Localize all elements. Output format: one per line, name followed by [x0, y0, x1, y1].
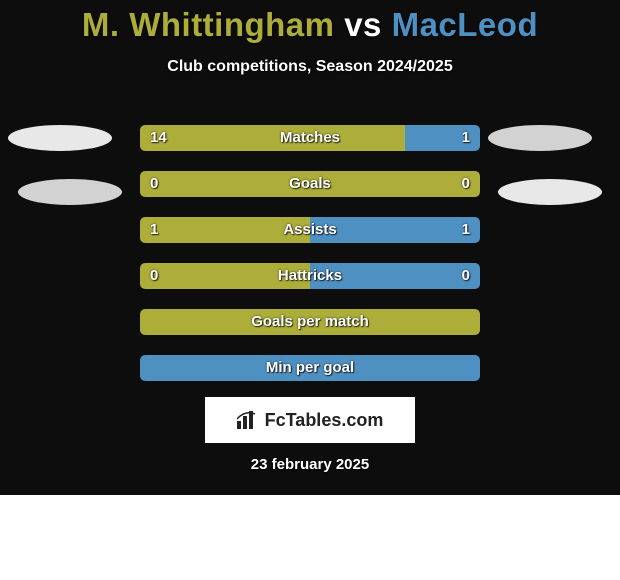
player2-name: MacLeod [392, 6, 539, 43]
club-badge-left-1 [8, 125, 112, 151]
stat-row: Min per goal [140, 355, 480, 381]
brand-box: FcTables.com [205, 397, 415, 443]
club-badge-right-1 [488, 125, 592, 151]
club-badge-right-2 [498, 179, 602, 205]
subtitle: Club competitions, Season 2024/2025 [0, 58, 620, 76]
player1-name: M. Whittingham [82, 6, 335, 43]
brand-bars-icon [237, 411, 259, 429]
stat-row: 00Goals [140, 171, 480, 197]
brand-text: FcTables.com [265, 410, 384, 431]
stat-label: Assists [140, 217, 480, 243]
stat-row: 00Hattricks [140, 263, 480, 289]
date-footer: 23 february 2025 [0, 456, 620, 473]
stat-rows: 141Matches 00Goals 11Assists 00Hattricks Goa… [140, 125, 480, 401]
bottom-white-area [0, 495, 620, 580]
comparison-card: M. Whittingham vs MacLeod Club competiti… [0, 0, 620, 580]
stat-label: Min per goal [140, 355, 480, 381]
stat-row: Goals per match [140, 309, 480, 335]
stat-label: Hattricks [140, 263, 480, 289]
stat-label: Goals [140, 171, 480, 197]
stat-row: 141Matches [140, 125, 480, 151]
club-badge-left-2 [18, 179, 122, 205]
stat-row: 11Assists [140, 217, 480, 243]
stat-label: Matches [140, 125, 480, 151]
vs-separator: vs [344, 6, 382, 43]
stat-label: Goals per match [140, 309, 480, 335]
title: M. Whittingham vs MacLeod [0, 0, 620, 44]
